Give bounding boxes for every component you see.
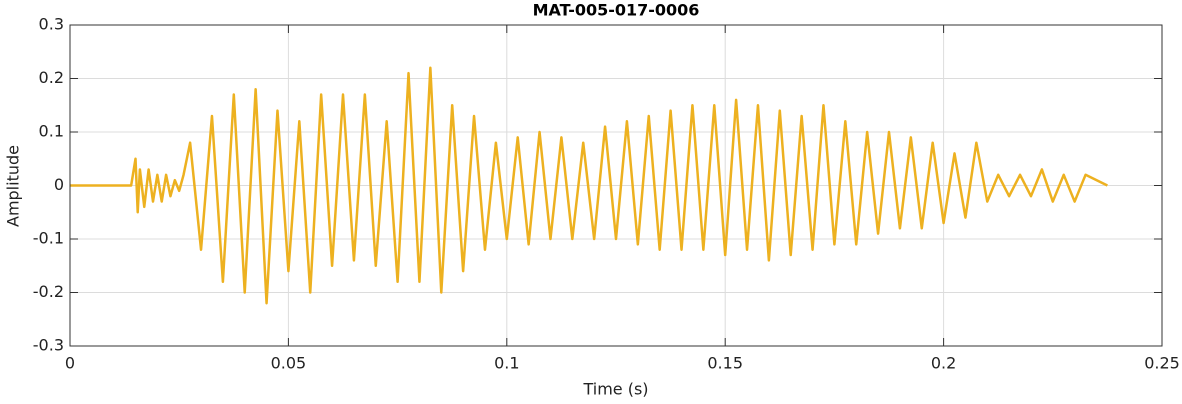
- x-tick-label: 0.2: [931, 354, 956, 373]
- x-tick-label: 0.25: [1144, 354, 1180, 373]
- y-tick-label: 0.3: [39, 15, 64, 34]
- x-tick-label: 0: [65, 354, 75, 373]
- x-tick-label: 0.1: [494, 354, 519, 373]
- y-tick-label: 0.1: [39, 122, 64, 141]
- plot-frame: [69, 24, 1163, 347]
- y-tick-label: 0: [54, 175, 64, 194]
- waveform-line: [70, 66, 1108, 305]
- y-tick-label: -0.3: [33, 336, 64, 355]
- chart-title: MAT-005-017-0006: [533, 1, 700, 20]
- x-tick-label: 0.15: [707, 354, 743, 373]
- x-tick-label: 0.05: [271, 354, 307, 373]
- y-tick-label: 0.2: [39, 68, 64, 87]
- y-tick-label: -0.2: [33, 282, 64, 301]
- y-tick-label: -0.1: [33, 229, 64, 248]
- x-axis-label: Time (s): [582, 380, 648, 399]
- y-axis-label: Amplitude: [4, 145, 23, 227]
